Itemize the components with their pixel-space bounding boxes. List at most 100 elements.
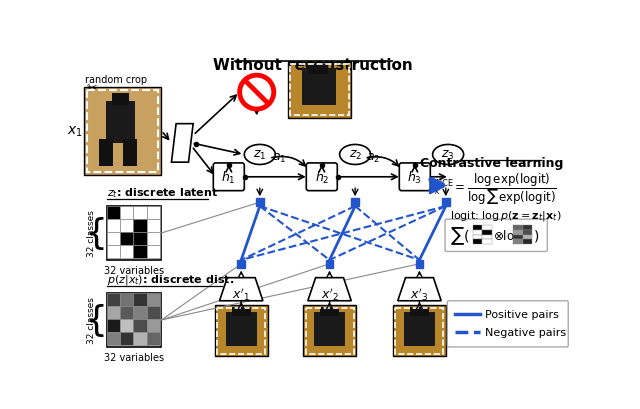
Bar <box>215 306 268 356</box>
Bar <box>303 306 356 356</box>
Bar <box>415 260 423 268</box>
Bar <box>107 293 161 347</box>
Text: $a_2$: $a_2$ <box>366 152 380 165</box>
Bar <box>482 230 492 235</box>
Bar <box>134 207 147 220</box>
Bar <box>134 220 147 233</box>
Bar <box>473 230 482 235</box>
Bar <box>314 312 345 346</box>
Bar <box>147 319 160 333</box>
Text: Without reconstruction: Without reconstruction <box>212 58 412 72</box>
Bar <box>120 306 134 319</box>
Bar <box>147 220 160 233</box>
Bar <box>120 207 134 220</box>
Bar <box>404 312 435 346</box>
Text: logit: $\log p(\mathbf{z} = \mathbf{z}_t | \mathbf{x}_t)$: logit: $\log p(\mathbf{z} = \mathbf{z}_t… <box>450 209 561 223</box>
FancyBboxPatch shape <box>445 220 547 252</box>
Bar <box>288 63 351 118</box>
Bar <box>107 293 120 306</box>
Bar <box>107 306 120 319</box>
Bar <box>522 240 532 244</box>
Polygon shape <box>397 278 441 301</box>
Bar <box>301 69 336 106</box>
Bar <box>112 94 129 106</box>
Bar <box>513 226 522 230</box>
Bar <box>513 235 522 240</box>
Text: {: { <box>84 216 108 250</box>
Text: 32 classes: 32 classes <box>87 210 96 257</box>
Bar <box>482 235 492 240</box>
Text: $p(z|x_t)$: discrete dist.: $p(z|x_t)$: discrete dist. <box>107 272 234 286</box>
Bar <box>120 233 134 246</box>
Bar <box>326 260 333 268</box>
Bar <box>237 260 245 268</box>
FancyBboxPatch shape <box>307 164 337 191</box>
Bar <box>473 240 482 244</box>
Bar <box>120 220 134 233</box>
Bar <box>107 233 120 246</box>
Bar <box>320 307 339 317</box>
Bar <box>107 220 120 233</box>
Text: 32 variables: 32 variables <box>104 266 164 276</box>
Polygon shape <box>308 278 351 301</box>
Bar <box>84 88 161 176</box>
Bar <box>134 293 147 306</box>
Text: random crop: random crop <box>85 75 148 85</box>
Text: $z_t$: discrete latent: $z_t$: discrete latent <box>107 186 218 200</box>
Circle shape <box>239 76 274 110</box>
Bar <box>87 90 158 173</box>
Bar <box>351 199 359 207</box>
Bar <box>256 199 264 207</box>
Bar <box>226 312 257 346</box>
Text: 32 classes: 32 classes <box>87 297 96 344</box>
Text: $z_2$: $z_2$ <box>349 148 362 162</box>
Bar <box>123 140 136 166</box>
Bar <box>513 230 522 235</box>
Bar <box>107 207 161 260</box>
Bar <box>482 240 492 244</box>
Bar <box>410 307 429 317</box>
Bar <box>393 306 446 356</box>
Text: $h_3$: $h_3$ <box>408 169 422 185</box>
Text: $J_k^{\rm NCE} = \dfrac{\log \exp({\rm logit})}{\log \sum \exp({\rm logit})}$: $J_k^{\rm NCE} = \dfrac{\log \exp({\rm l… <box>429 171 557 206</box>
Text: $x'_3$: $x'_3$ <box>410 286 428 303</box>
Bar <box>147 306 160 319</box>
Bar <box>147 293 160 306</box>
Text: Negative pairs: Negative pairs <box>484 327 566 337</box>
Ellipse shape <box>340 145 371 165</box>
Bar <box>147 246 160 259</box>
Bar <box>147 207 160 220</box>
Text: {: { <box>84 303 108 337</box>
Text: Positive pairs: Positive pairs <box>484 309 559 319</box>
Text: $x'_1$: $x'_1$ <box>232 286 250 303</box>
Bar <box>473 226 482 230</box>
Bar <box>134 246 147 259</box>
Text: $z_3$: $z_3$ <box>442 148 455 162</box>
Bar <box>107 319 120 333</box>
Bar <box>120 246 134 259</box>
Bar <box>522 230 532 235</box>
Text: $x_1$: $x_1$ <box>67 124 83 139</box>
Bar <box>134 306 147 319</box>
Bar <box>482 226 492 230</box>
Bar <box>290 65 349 116</box>
Text: $z_1$: $z_1$ <box>253 148 266 162</box>
FancyBboxPatch shape <box>399 164 430 191</box>
Bar <box>442 199 450 207</box>
Bar <box>147 333 160 346</box>
Text: Contrastive learning: Contrastive learning <box>420 157 563 170</box>
Text: 32 variables: 32 variables <box>104 353 164 362</box>
Bar <box>305 308 353 354</box>
Text: $h_1$: $h_1$ <box>221 169 236 185</box>
Text: $\sum($: $\sum($ <box>451 225 470 247</box>
Ellipse shape <box>244 145 275 165</box>
Bar <box>107 207 120 220</box>
Bar <box>120 319 134 333</box>
Bar <box>473 235 482 240</box>
Bar <box>147 233 160 246</box>
Bar <box>217 308 265 354</box>
Text: ✂: ✂ <box>87 81 97 94</box>
Bar <box>107 333 120 346</box>
Bar <box>134 319 147 333</box>
Bar <box>134 233 147 246</box>
